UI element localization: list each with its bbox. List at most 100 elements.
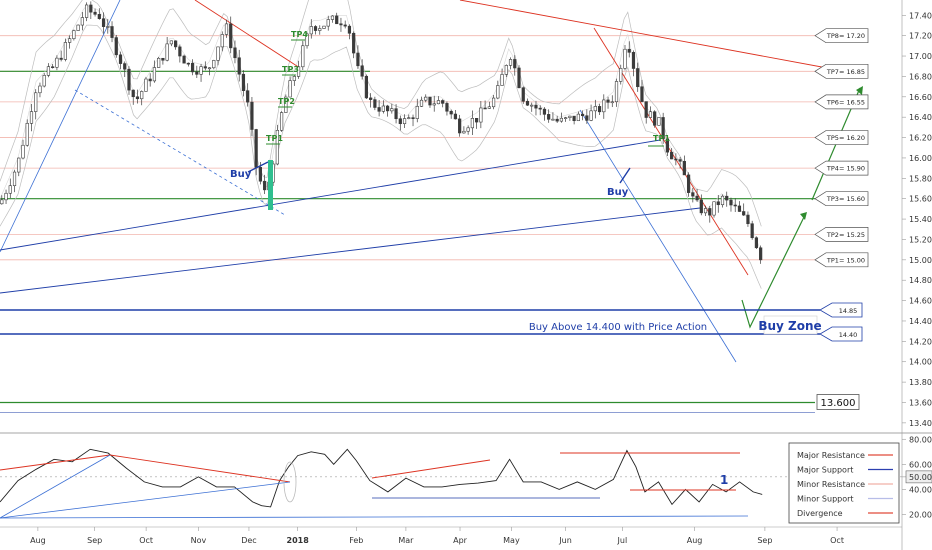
candle-body [144, 78, 148, 92]
tp-flag-label: TP6= 16.55 [826, 98, 865, 106]
time-tick-label: May [503, 536, 520, 545]
time-tick-label: Dec [241, 536, 256, 545]
candle-body [161, 57, 165, 61]
candle-body [152, 67, 157, 82]
candle-body [483, 107, 487, 110]
take-profit-flags: TP8= 17.20 TP7= 16.85 TP6= 16.55 TP5= 16.20… [814, 28, 869, 268]
candle-body [127, 68, 131, 91]
legend: Major Resistance Major Support Minor Resis… [788, 442, 900, 524]
candle-body [475, 118, 479, 123]
candle-body [101, 18, 106, 27]
candle-body [364, 75, 368, 99]
candle-body [441, 100, 445, 104]
tp-flag-box [814, 63, 869, 79]
candle-body [182, 55, 186, 64]
candle-body [402, 118, 407, 125]
legend-item-label: Minor Support [797, 495, 854, 504]
rsi-panel: 80.0000 60.0000 50.0000 40.0000 20.0000 1 [0, 435, 932, 519]
tp-flag-label: TP2= 15.25 [826, 231, 865, 239]
trendlines [0, 0, 839, 363]
buy-arrow [247, 161, 269, 173]
candle-body [479, 107, 483, 123]
candle-body [123, 63, 127, 70]
price-tick-label: 15.600 [909, 195, 932, 204]
legend-item-label: Minor Resistance [797, 480, 865, 489]
time-tick-label: Feb [349, 536, 363, 545]
buy-zone-caption: Buy Above 14.400 with Price Action [529, 322, 707, 333]
candle-body [716, 201, 720, 206]
candle-body [525, 100, 530, 106]
candle-body [407, 117, 411, 119]
candle-body [8, 185, 12, 194]
candle-body [419, 99, 424, 107]
candle-body [309, 26, 313, 35]
tp-flag-box [814, 28, 869, 44]
price-tick-label: 15.800 [909, 174, 932, 183]
projected-path [741, 214, 806, 329]
candle-body [602, 99, 606, 113]
candle-body [220, 34, 224, 48]
buy-zone-lower-label: 14.40 [839, 331, 858, 339]
tp-flag-box [814, 160, 869, 176]
tp-marker-label: TP4 [291, 30, 308, 39]
candle-body [275, 129, 279, 165]
candle-body [237, 57, 241, 75]
tp-flag-box [814, 130, 869, 145]
time-tick-label: Oct [139, 536, 153, 545]
support-trendline-1 [0, 0, 121, 253]
candle-body [233, 47, 237, 59]
tp-flag-label: TP7= 16.85 [826, 68, 865, 76]
rsi-divergence-3 [371, 459, 491, 479]
candle-body [466, 127, 470, 132]
candle-body [347, 25, 352, 34]
candle-body [335, 15, 339, 25]
tp-marker-right-label: TP1 [653, 134, 670, 143]
candle-body [754, 237, 759, 249]
price-tick-label: 17.000 [909, 52, 932, 61]
candle-body [68, 38, 72, 43]
rsi-highlight [283, 461, 297, 503]
candle-body [292, 76, 296, 81]
tp-flag-label: TP1= 15.00 [826, 256, 865, 264]
candle-body [576, 113, 580, 122]
candle-body [55, 57, 59, 68]
candle-body [449, 110, 453, 115]
bollinger-lower [0, 24, 762, 289]
candle-body [627, 48, 631, 53]
price-tick-label: 14.600 [909, 297, 932, 306]
candle-body [246, 90, 250, 103]
candle-body [496, 85, 500, 99]
buy-zone-lower-flag [819, 326, 863, 342]
time-tick-label: Jun [558, 536, 572, 545]
rsi-tick-label: 60.0000 [909, 460, 932, 469]
dashed-trendline [74, 89, 286, 216]
candle-body [84, 4, 89, 18]
candle-body [63, 42, 67, 60]
take-profit-lines [0, 35, 815, 413]
price-tick-label: 13.600 [909, 398, 932, 407]
candle-body [106, 26, 110, 28]
candle-body [610, 101, 614, 104]
price-tick-label: 14.400 [909, 317, 932, 326]
candle-body [59, 57, 63, 60]
support-trendline-2 [0, 207, 701, 294]
candle-body [169, 40, 173, 45]
candle-body [415, 106, 419, 119]
price-candles [0, 1, 763, 264]
candle-body [521, 87, 525, 102]
candle-body [157, 57, 161, 68]
buy-zone-title: Buy Zone [758, 319, 821, 333]
tp-flag-box [814, 227, 869, 242]
candle-body [394, 108, 398, 120]
legend-box [788, 442, 900, 524]
candle-body [377, 107, 381, 112]
candle-body [653, 111, 657, 126]
buy-zone-upper-flag [819, 302, 863, 318]
candle-body [661, 117, 665, 140]
candle-body [313, 26, 318, 31]
candle-body [559, 117, 564, 122]
rsi-support-2 [0, 481, 291, 519]
candle-body [424, 96, 428, 101]
candle-body [318, 28, 322, 31]
candle-body [458, 118, 462, 134]
